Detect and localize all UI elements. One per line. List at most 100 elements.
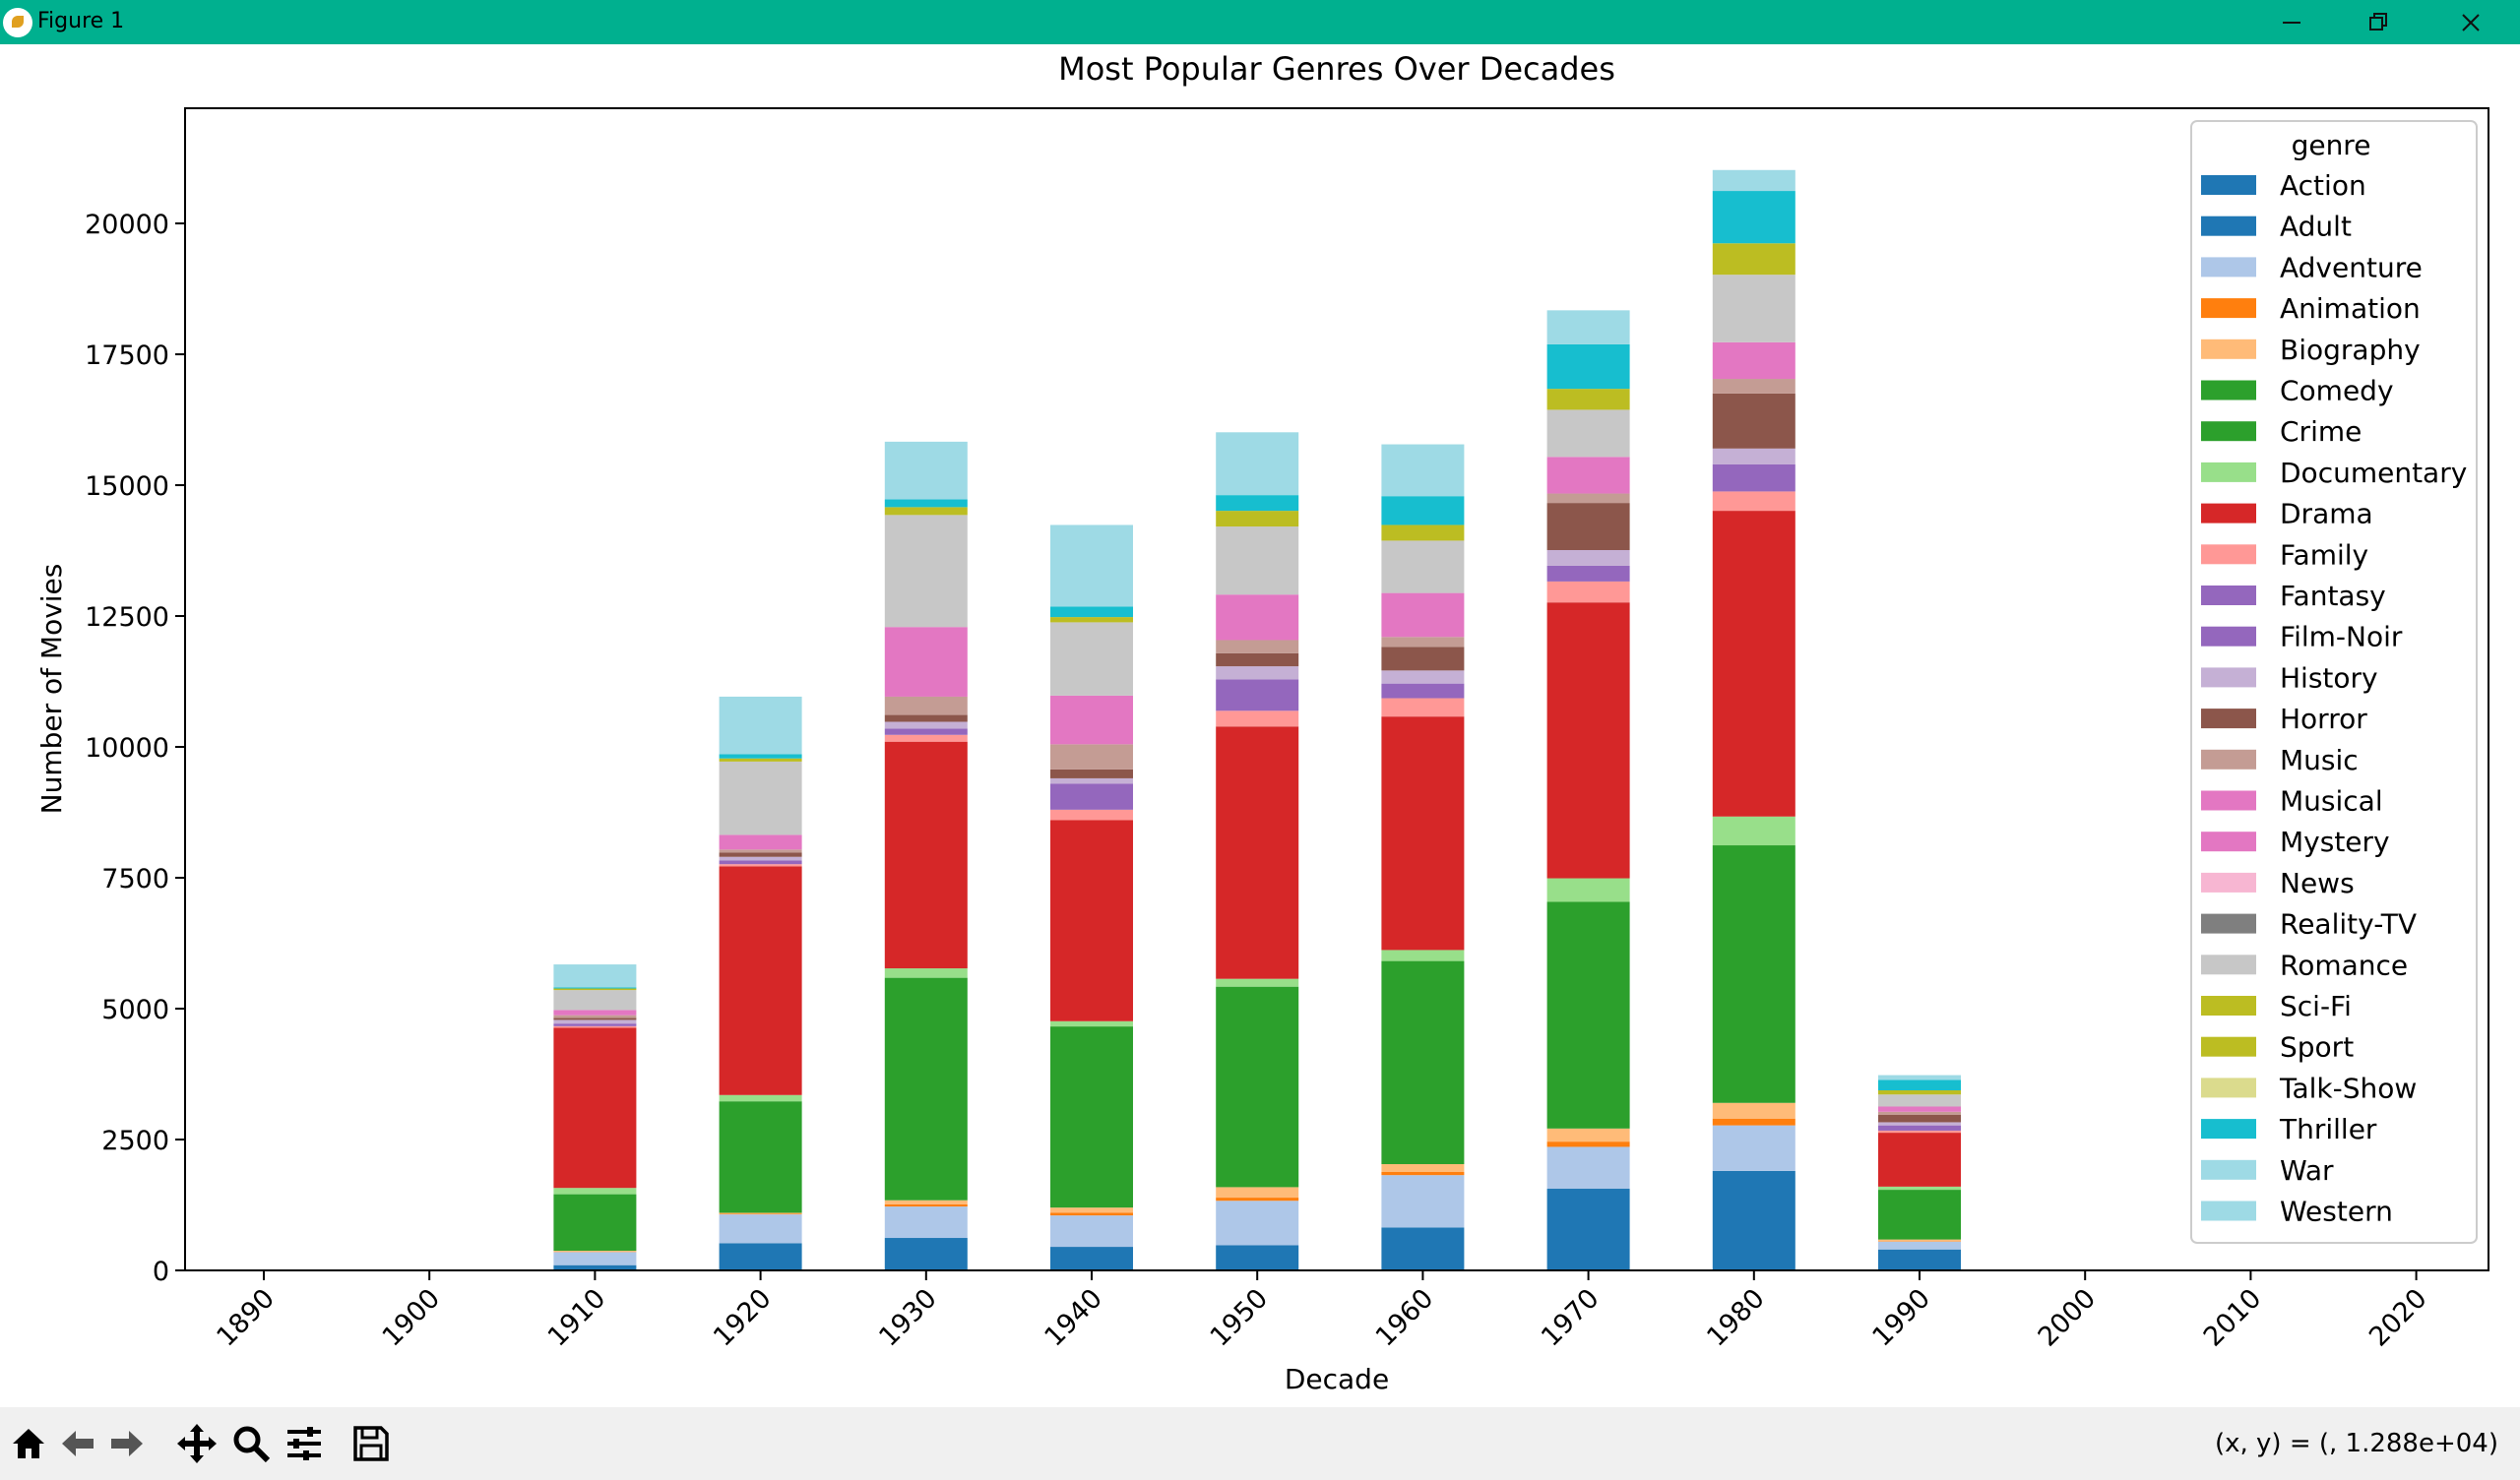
bar-segment [1878,1089,1961,1095]
legend-swatch [2201,544,2256,565]
bar-segment [1216,726,1299,979]
zoom-button[interactable] [226,1419,276,1468]
bar-segment [719,696,802,755]
bar-segment [1878,1079,1961,1090]
y-axis-label: Number of Movies [35,564,68,815]
bar-segment [553,1023,637,1026]
bar-segment [1216,526,1299,595]
bar-segment [1381,1171,1465,1176]
legend-label: Comedy [2280,375,2394,407]
legend-label: Sci-Fi [2280,990,2352,1022]
bar-segment [1878,1115,1961,1123]
bar-segment [884,977,968,1201]
legend: genre Action Adult Adventure Animation Biogr… [2190,120,2478,1244]
bar-segment [1546,493,1630,504]
bar-segment [1712,816,1796,846]
legend-swatch [2201,421,2256,442]
legend-label: Animation [2280,292,2421,325]
bar-segment [1546,1189,1630,1270]
legend-label: Adult [2280,211,2352,243]
bar-segment [1050,1020,1133,1027]
legend-label: Family [2280,538,2368,571]
close-button[interactable] [2427,0,2514,44]
title-bar: Figure 1 [0,0,2520,44]
bar-segment [884,1206,968,1239]
y-tick-label: 0 [153,1257,169,1287]
figure-canvas[interactable]: Most Popular Genres Over Decades 0 2500 50… [0,44,2520,1407]
matplotlib-icon [3,8,32,37]
bar-segment [719,1214,802,1244]
bar-segment [719,864,802,867]
x-tick-label: 2000 [2033,1283,2103,1353]
legend-label: Adventure [2280,251,2423,283]
x-tick-label: 1890 [211,1283,281,1353]
home-button[interactable] [4,1419,53,1468]
bar-segment [1712,491,1796,512]
bar-segment [1050,617,1133,623]
bar-segment [1381,496,1465,525]
x-tick-label: 1990 [1866,1283,1936,1353]
bar-segment [1546,389,1630,410]
restore-icon [2369,12,2387,31]
bar-segment [1878,1094,1961,1107]
bar-segment [553,1015,637,1018]
minimize-button[interactable] [2248,0,2335,44]
bar-segment [1050,777,1133,784]
legend-swatch [2201,1036,2256,1057]
bar-segment [884,741,968,969]
forward-button[interactable] [102,1419,152,1468]
bar-segment [1712,1118,1796,1126]
bar-segment [719,754,802,759]
legend-swatch [2201,175,2256,195]
bar-segment [1216,495,1299,512]
legend-swatch [2201,1078,2256,1098]
arrow-left-icon [62,1431,94,1456]
x-tick-label: 1980 [1701,1283,1771,1353]
cursor-coordinates: (x, y) = (, 1.288e+04) [2214,1429,2498,1458]
bar-segment [1712,1102,1796,1119]
close-icon [2462,13,2480,31]
bar-segment [553,1019,637,1024]
axes-frame [184,107,2489,1271]
bar-segment [1216,511,1299,527]
bar-segment [1712,191,1796,244]
bar-segment [1216,679,1299,711]
bar-segment [1546,457,1630,494]
bar-segment [1050,1026,1133,1208]
x-tick-label: 1900 [377,1283,447,1353]
legend-label: Crime [2280,415,2362,448]
bar-segment [1216,594,1299,641]
legend-label: Reality-TV [2280,908,2417,941]
legend-label: Mystery [2280,826,2390,858]
bar-segment [719,860,802,865]
navigation-toolbar: (x, y) = (, 1.288e+04) [0,1407,2520,1480]
bar-segment [1050,622,1133,696]
legend-label: Documentary [2280,457,2467,489]
configure-subplots-button[interactable] [280,1419,329,1468]
y-tick-label: 2500 [101,1126,169,1156]
bar-segment [884,714,968,722]
bar-segment [1381,444,1465,497]
bar-segment [553,987,637,989]
bar-segment [1050,783,1133,810]
legend-label: History [2280,661,2378,694]
maximize-button[interactable] [2335,0,2422,44]
bar-segment [1050,1212,1133,1216]
bar-segment [719,834,802,850]
sliders-icon [287,1427,321,1460]
bar-segment [1878,1186,1961,1191]
save-button[interactable] [346,1419,396,1468]
legend-swatch [2201,257,2256,278]
pan-button[interactable] [172,1419,221,1468]
bar-segment [719,866,802,1095]
bar-segment [1216,986,1299,1188]
bar-segment [1546,1141,1630,1147]
back-button[interactable] [53,1419,102,1468]
bar-segment [884,1200,968,1204]
bar-segment [1546,581,1630,603]
bar-segment [1050,1207,1133,1213]
chart: Most Popular Genres Over Decades 0 2500 50… [35,50,2489,1395]
bar-segment [884,1203,968,1207]
bar-segment [884,734,968,742]
bar-segment [884,728,968,735]
